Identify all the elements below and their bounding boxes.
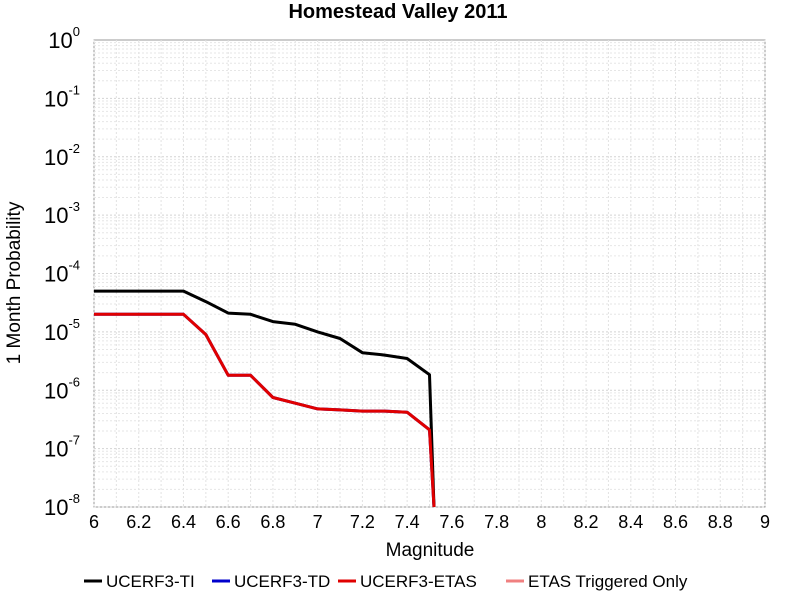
x-tick-label: 6.8 (260, 512, 285, 532)
x-tick-label: 8 (536, 512, 546, 532)
x-tick-label: 6.4 (171, 512, 196, 532)
x-tick-label: 9 (760, 512, 770, 532)
y-tick-label: 10-5 (44, 316, 80, 345)
y-tick-label: 10-2 (44, 141, 80, 170)
y-tick-label: 100 (48, 24, 80, 53)
x-tick-label: 7 (313, 512, 323, 532)
y-tick-label: 10-7 (44, 433, 80, 462)
legend-label: UCERF3-TI (106, 572, 195, 591)
x-tick-label: 8.4 (618, 512, 643, 532)
y-tick-label: 10-6 (44, 374, 80, 403)
x-tick-label: 7.8 (484, 512, 509, 532)
legend-label: ETAS Triggered Only (528, 572, 688, 591)
x-tick-label: 8.8 (708, 512, 733, 532)
series-line-ucerf3-ti (94, 289, 436, 508)
legend: UCERF3-TI UCERF3-TD UCERF3-ETAS ETAS Trigge… (84, 572, 688, 591)
x-tick-label: 7.4 (395, 512, 420, 532)
y-tick-label: 10-8 (44, 491, 80, 520)
y-tick-label: 10-3 (44, 199, 80, 228)
x-tick-label: 6.2 (126, 512, 151, 532)
x-tick-label: 8.2 (574, 512, 599, 532)
x-tick-label: 7.2 (350, 512, 375, 532)
series-line-ucerf3-etas (94, 312, 436, 508)
y-tick-labels: 100 10-1 10-2 10-3 10-4 10-5 10-6 10-7 10-8 (44, 24, 80, 520)
grid (93, 40, 766, 508)
x-tick-label: 6.6 (216, 512, 241, 532)
legend-label: UCERF3-TD (234, 572, 330, 591)
x-tick-label: 8.6 (663, 512, 688, 532)
y-tick-label: 10-1 (44, 82, 80, 111)
y-tick-label: 10-4 (44, 258, 80, 287)
x-tick-label: 7.6 (439, 512, 464, 532)
x-tick-label: 6 (89, 512, 99, 532)
y-axis-label: 1 Month Probability (4, 201, 25, 364)
legend-label: UCERF3-ETAS (360, 572, 477, 591)
series-layer (94, 289, 436, 508)
x-tick-labels: 6 6.2 6.4 6.6 6.8 7 7.2 7.4 7.6 7.8 8 8.2 8.4 8.6 8.8 9 (89, 512, 770, 532)
x-axis-label: Magnitude (386, 540, 475, 561)
chart-title: Homestead Valley 2011 (288, 1, 507, 23)
